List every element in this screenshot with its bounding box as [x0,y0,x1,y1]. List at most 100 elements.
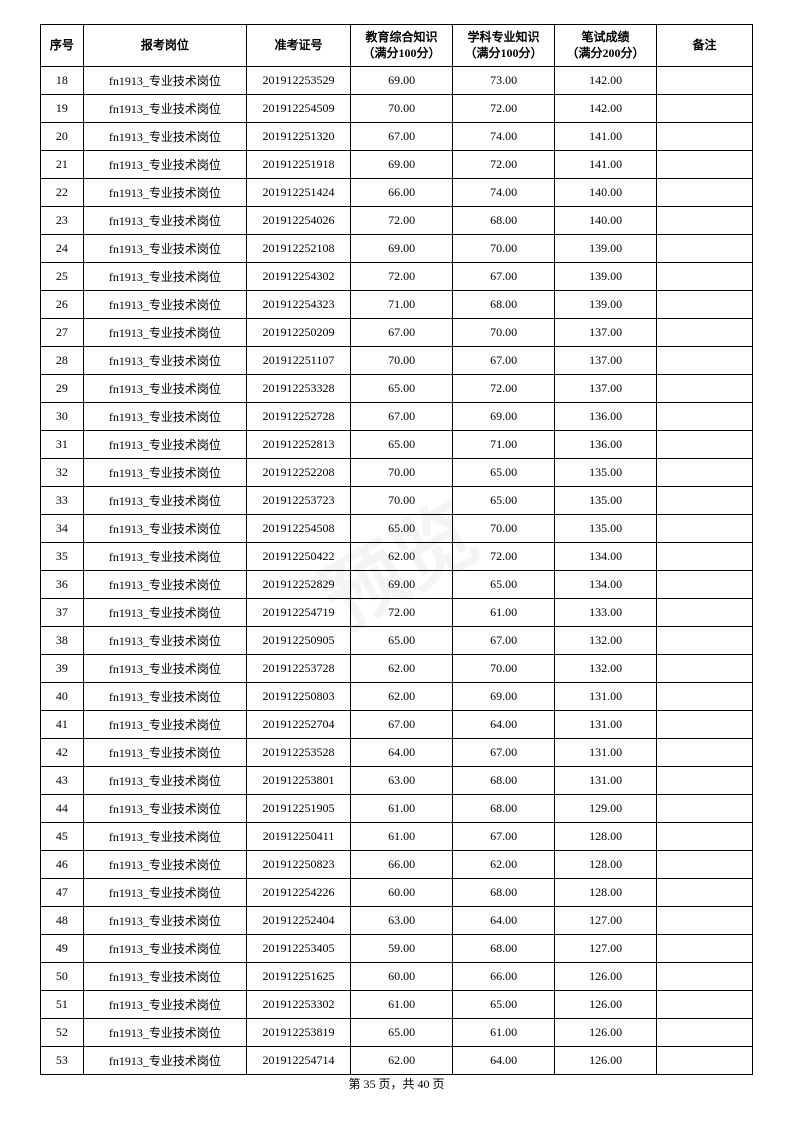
table-cell: 135.00 [555,515,657,543]
table-cell: 38 [41,627,84,655]
table-cell: 201912254302 [247,263,351,291]
table-cell: 61.00 [351,991,453,1019]
table-row: 21fn1913_专业技术岗位20191225191869.0072.00141… [41,151,753,179]
table-cell [657,879,753,907]
table-cell [657,795,753,823]
table-cell: 65.00 [453,487,555,515]
table-cell: fn1913_专业技术岗位 [83,571,246,599]
table-cell: fn1913_专业技术岗位 [83,123,246,151]
table-row: 44fn1913_专业技术岗位20191225190561.0068.00129… [41,795,753,823]
table-cell: 70.00 [351,487,453,515]
table-cell: 62.00 [453,851,555,879]
table-cell: 72.00 [453,543,555,571]
table-container: 序号 报考岗位 准考证号 教育综合知识（满分100分） 学科专业知识（满分100… [40,24,753,1075]
table-cell: fn1913_专业技术岗位 [83,487,246,515]
table-cell: 19 [41,95,84,123]
table-row: 38fn1913_专业技术岗位20191225090565.0067.00132… [41,627,753,655]
table-cell: 32 [41,459,84,487]
table-cell: 65.00 [351,1019,453,1047]
table-cell: fn1913_专业技术岗位 [83,179,246,207]
table-cell: 201912251320 [247,123,351,151]
table-cell: fn1913_专业技术岗位 [83,207,246,235]
table-cell: 140.00 [555,179,657,207]
table-cell: 142.00 [555,67,657,95]
table-cell: 70.00 [453,655,555,683]
table-cell: 201912250422 [247,543,351,571]
table-cell: 61.00 [453,1019,555,1047]
table-cell: 62.00 [351,683,453,711]
table-cell: 35 [41,543,84,571]
table-cell: 201912254714 [247,1047,351,1075]
table-cell [657,543,753,571]
header-score2: 学科专业知识（满分100分） [453,25,555,67]
table-row: 53fn1913_专业技术岗位20191225471462.0064.00126… [41,1047,753,1075]
table-cell: 132.00 [555,627,657,655]
table-cell: 68.00 [453,879,555,907]
table-cell [657,991,753,1019]
table-cell: 142.00 [555,95,657,123]
table-cell: 201912253801 [247,767,351,795]
table-cell: fn1913_专业技术岗位 [83,235,246,263]
table-cell: 126.00 [555,1047,657,1075]
table-cell: 133.00 [555,599,657,627]
table-cell: 201912254508 [247,515,351,543]
table-cell: 34 [41,515,84,543]
table-cell: 67.00 [453,627,555,655]
table-cell [657,515,753,543]
table-cell: 68.00 [453,767,555,795]
table-cell: 137.00 [555,347,657,375]
table-cell: 128.00 [555,879,657,907]
header-score1: 教育综合知识（满分100分） [351,25,453,67]
table-cell: 73.00 [453,67,555,95]
header-position: 报考岗位 [83,25,246,67]
table-cell [657,683,753,711]
table-row: 36fn1913_专业技术岗位20191225282969.0065.00134… [41,571,753,599]
table-cell: fn1913_专业技术岗位 [83,347,246,375]
table-cell: fn1913_专业技术岗位 [83,767,246,795]
table-cell [657,487,753,515]
table-cell: fn1913_专业技术岗位 [83,151,246,179]
table-cell: 136.00 [555,431,657,459]
table-row: 32fn1913_专业技术岗位20191225220870.0065.00135… [41,459,753,487]
table-cell: 63.00 [351,907,453,935]
table-row: 29fn1913_专业技术岗位20191225332865.0072.00137… [41,375,753,403]
table-cell: 64.00 [453,1047,555,1075]
table-cell: 201912252208 [247,459,351,487]
table-cell: 201912254226 [247,879,351,907]
table-cell: 141.00 [555,151,657,179]
table-row: 49fn1913_专业技术岗位20191225340559.0068.00127… [41,935,753,963]
table-row: 33fn1913_专业技术岗位20191225372370.0065.00135… [41,487,753,515]
table-cell: 20 [41,123,84,151]
table-cell: 67.00 [351,403,453,431]
table-cell: fn1913_专业技术岗位 [83,459,246,487]
table-cell: 50 [41,963,84,991]
table-row: 37fn1913_专业技术岗位20191225471972.0061.00133… [41,599,753,627]
table-cell: 201912252813 [247,431,351,459]
table-cell: 201912252829 [247,571,351,599]
table-cell: 18 [41,67,84,95]
table-cell: 65.00 [351,515,453,543]
table-cell: 131.00 [555,767,657,795]
table-row: 34fn1913_专业技术岗位20191225450865.0070.00135… [41,515,753,543]
table-cell: 48 [41,907,84,935]
table-cell: 139.00 [555,263,657,291]
table-cell: 65.00 [351,627,453,655]
table-cell: fn1913_专业技术岗位 [83,1019,246,1047]
table-cell: 69.00 [351,235,453,263]
table-row: 40fn1913_专业技术岗位20191225080362.0069.00131… [41,683,753,711]
table-cell: 201912251107 [247,347,351,375]
table-row: 22fn1913_专业技术岗位20191225142466.0074.00140… [41,179,753,207]
table-cell: 70.00 [351,347,453,375]
header-id: 准考证号 [247,25,351,67]
table-cell: 201912253302 [247,991,351,1019]
table-row: 26fn1913_专业技术岗位20191225432371.0068.00139… [41,291,753,319]
table-cell [657,459,753,487]
table-cell [657,123,753,151]
table-cell: 71.00 [453,431,555,459]
table-cell: 74.00 [453,123,555,151]
table-cell: 69.00 [351,67,453,95]
table-cell: 126.00 [555,963,657,991]
table-cell: 135.00 [555,487,657,515]
table-cell: 51 [41,991,84,1019]
table-cell: 201912250209 [247,319,351,347]
